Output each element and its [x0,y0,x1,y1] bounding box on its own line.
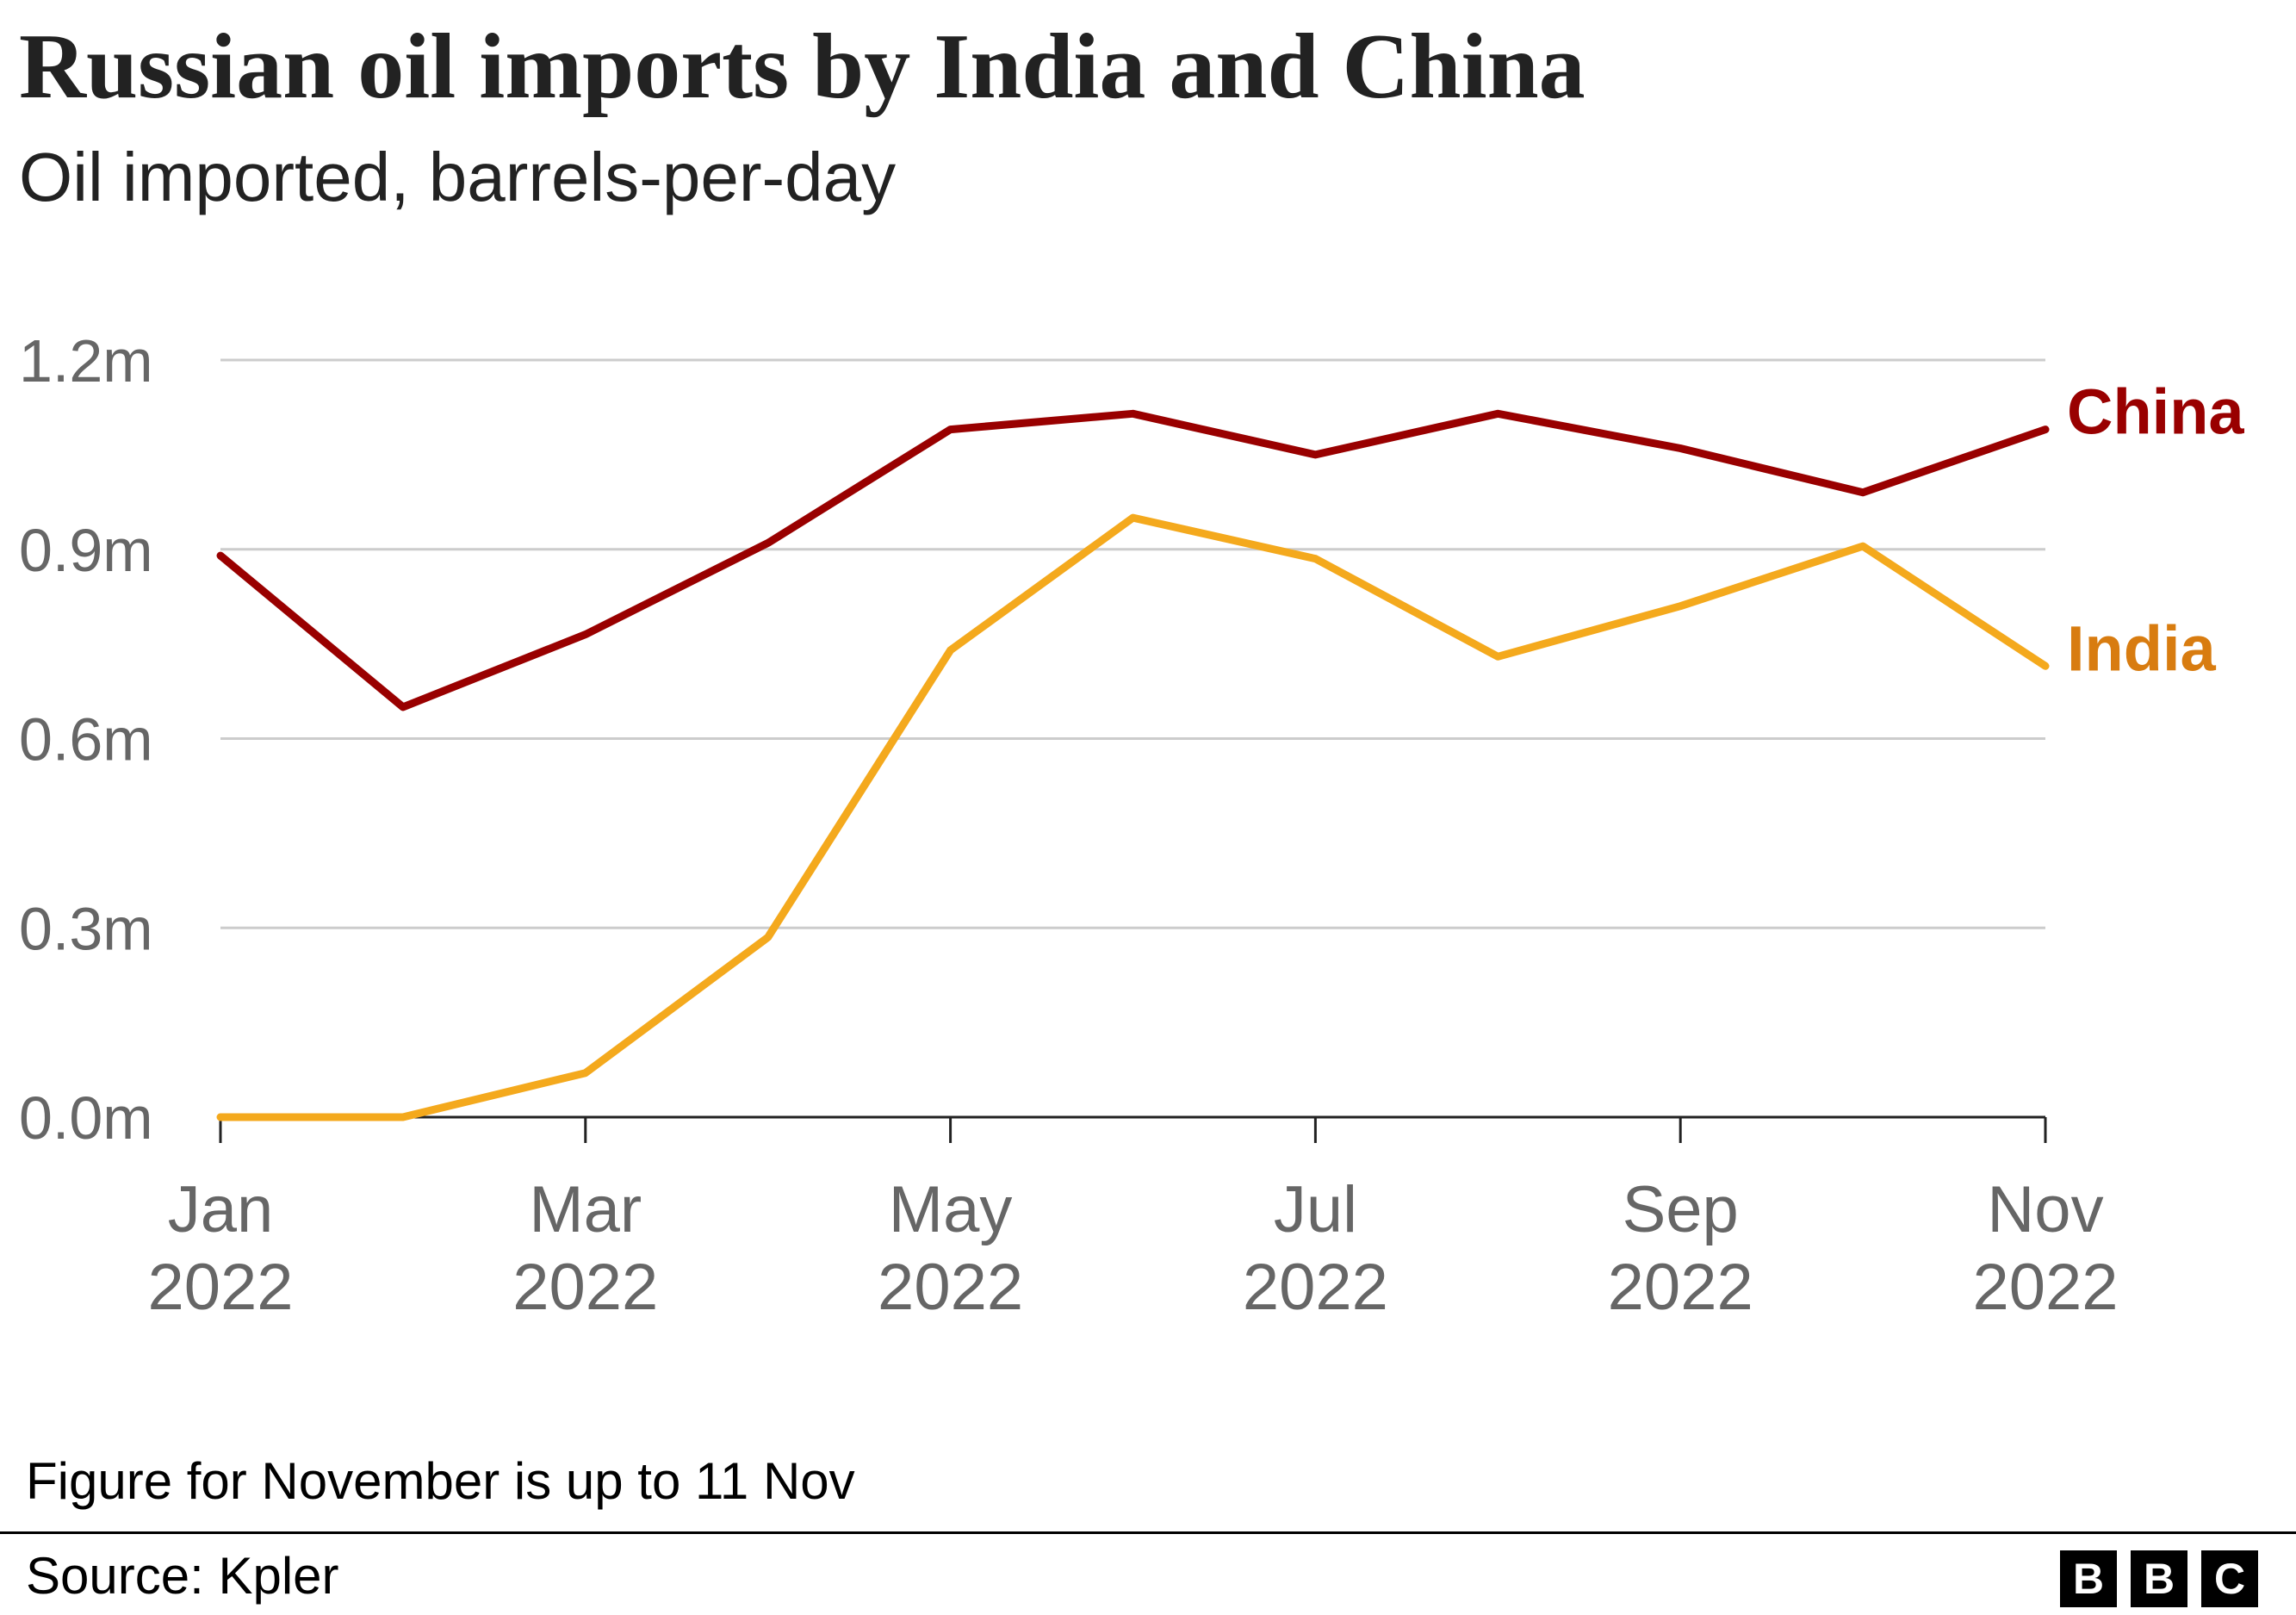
x-tick-label: Jul [1274,1173,1357,1246]
x-tick-label: 2022 [1972,1251,2118,1324]
series-line-china [216,409,2050,711]
source-text: Source: Kpler [26,1547,339,1605]
x-tick-label: 2022 [512,1251,658,1324]
footnote: Figure for November is up to 11 Nov [26,1452,855,1510]
x-tick-label: May [889,1173,1013,1246]
logo-letter: B [2060,1550,2117,1607]
x-tick-label: 2022 [147,1251,293,1324]
x-tick-label: Sep [1623,1173,1739,1246]
y-tick-label: 0.6m [19,706,153,773]
bbc-logo: B B C [2060,1550,2258,1607]
series-line-india [216,513,2050,1121]
x-tick-label: 2022 [1243,1251,1388,1324]
footer-divider [0,1531,2296,1534]
line-chart: 0.0m0.3m0.6m0.9m1.2mJan2022Mar2022May202… [19,327,2244,1324]
y-tick-label: 0.0m [19,1084,153,1152]
logo-letter: C [2201,1550,2258,1607]
x-tick-label: Nov [1987,1173,2103,1246]
x-tick-label: 2022 [878,1251,1023,1324]
x-tick-label: 2022 [1608,1251,1753,1324]
x-tick-label: Mar [529,1173,642,1246]
y-tick-label: 1.2m [19,327,153,394]
chart-title: Russian oil imports by India and China [19,16,1585,118]
series-label-india: India [2067,612,2217,684]
chart-subtitle: Oil imported, barrels-per-day [19,139,897,215]
y-tick-label: 0.3m [19,895,153,962]
logo-letter: B [2131,1550,2187,1607]
series-label-china: China [2067,376,2244,448]
x-tick-label: Jan [168,1173,274,1246]
y-tick-label: 0.9m [19,517,153,584]
